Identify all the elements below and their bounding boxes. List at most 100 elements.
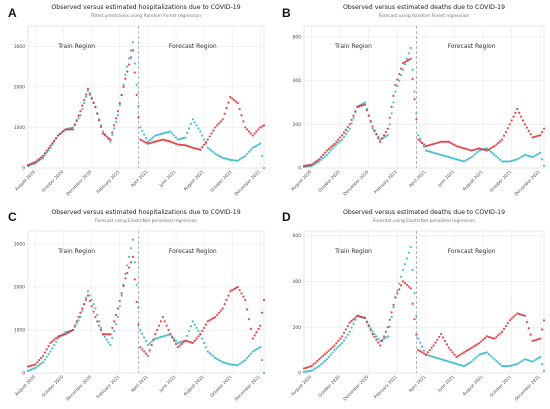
point-observed (251, 146, 254, 149)
point-estimated (453, 143, 456, 147)
point-estimated (180, 342, 183, 346)
point-estimated (369, 119, 372, 123)
point-estimated (542, 127, 546, 130)
point-observed (407, 52, 410, 55)
point-observed (133, 261, 136, 264)
point-estimated (255, 331, 258, 334)
point-estimated (88, 299, 91, 303)
point-estimated (340, 335, 344, 338)
point-estimated (339, 337, 342, 340)
point-estimated (171, 141, 174, 144)
point-estimated (229, 290, 232, 293)
region-label-forecast: Forecast Region (169, 248, 217, 255)
point-estimated (240, 292, 243, 295)
point-estimated (103, 133, 106, 137)
point-observed (377, 337, 380, 340)
point-estimated (535, 338, 538, 341)
point-observed (45, 151, 48, 154)
point-estimated (92, 101, 95, 104)
point-estimated (493, 337, 496, 340)
point-observed (346, 130, 349, 133)
point-estimated (249, 132, 252, 135)
point-observed (150, 137, 153, 140)
point-observed (216, 153, 219, 156)
point-estimated (238, 289, 241, 292)
point-observed (394, 90, 397, 93)
point-observed (478, 353, 481, 356)
point-observed (141, 332, 144, 335)
point-observed (510, 159, 513, 162)
point-observed (158, 336, 161, 339)
point-estimated (388, 318, 391, 321)
point-observed (111, 336, 114, 340)
point-estimated (195, 337, 198, 340)
point-estimated (186, 340, 189, 343)
point-estimated (247, 318, 251, 321)
point-observed (373, 332, 376, 336)
point-observed (440, 358, 443, 361)
point-estimated (94, 315, 97, 319)
point-estimated (542, 319, 546, 322)
point-observed (493, 358, 496, 361)
point-estimated (36, 159, 39, 162)
point-observed (221, 361, 224, 364)
point-estimated (354, 316, 357, 319)
point-observed (499, 363, 502, 366)
point-observed (398, 282, 401, 285)
point-observed (337, 141, 340, 144)
point-observed (400, 74, 403, 77)
point-estimated (440, 140, 443, 143)
point-observed (28, 368, 31, 372)
point-observed (225, 157, 228, 160)
point-estimated (419, 140, 422, 143)
point-estimated (146, 354, 149, 357)
x-tick-label: October 2020 (317, 169, 341, 193)
point-estimated (251, 134, 254, 137)
point-estimated (38, 157, 41, 160)
point-observed (325, 153, 328, 156)
point-observed (84, 95, 88, 99)
point-estimated (118, 101, 121, 105)
point-estimated (419, 350, 422, 353)
point-observed (422, 349, 426, 352)
chart-title: Observed versus estimated hospitalizatio… (51, 4, 240, 11)
point-observed (335, 143, 338, 146)
point-observed (457, 158, 460, 161)
point-observed (474, 152, 477, 155)
point-observed (459, 159, 462, 162)
point-estimated (356, 314, 359, 317)
point-observed (38, 363, 41, 367)
point-estimated (312, 162, 315, 165)
region-label-forecast: Forecast Region (448, 43, 496, 50)
point-observed (171, 132, 174, 135)
point-estimated (523, 123, 527, 126)
point-estimated (373, 335, 376, 339)
point-observed (41, 361, 45, 364)
panel-letter: A (8, 6, 17, 20)
point-observed (114, 322, 118, 326)
point-observed (363, 101, 367, 104)
plot-area (27, 25, 265, 169)
point-observed (466, 158, 469, 161)
point-estimated (426, 351, 429, 354)
point-observed (497, 157, 500, 160)
point-estimated (186, 144, 189, 147)
point-estimated (184, 339, 187, 342)
point-estimated (320, 356, 323, 359)
point-observed (219, 360, 223, 363)
point-observed (415, 112, 418, 115)
point-observed (344, 336, 348, 339)
point-estimated (126, 271, 129, 275)
point-estimated (495, 335, 498, 339)
point-estimated (371, 332, 374, 336)
point-estimated (159, 320, 163, 323)
point-estimated (400, 284, 403, 287)
point-estimated (143, 350, 146, 353)
point-observed (167, 130, 170, 134)
point-observed (199, 130, 202, 133)
point-observed (441, 358, 445, 361)
point-observed (129, 49, 133, 52)
x-tick-label: June 2021 (158, 374, 177, 393)
point-estimated (500, 330, 504, 333)
x-tick-label: December 2021 (234, 374, 262, 402)
